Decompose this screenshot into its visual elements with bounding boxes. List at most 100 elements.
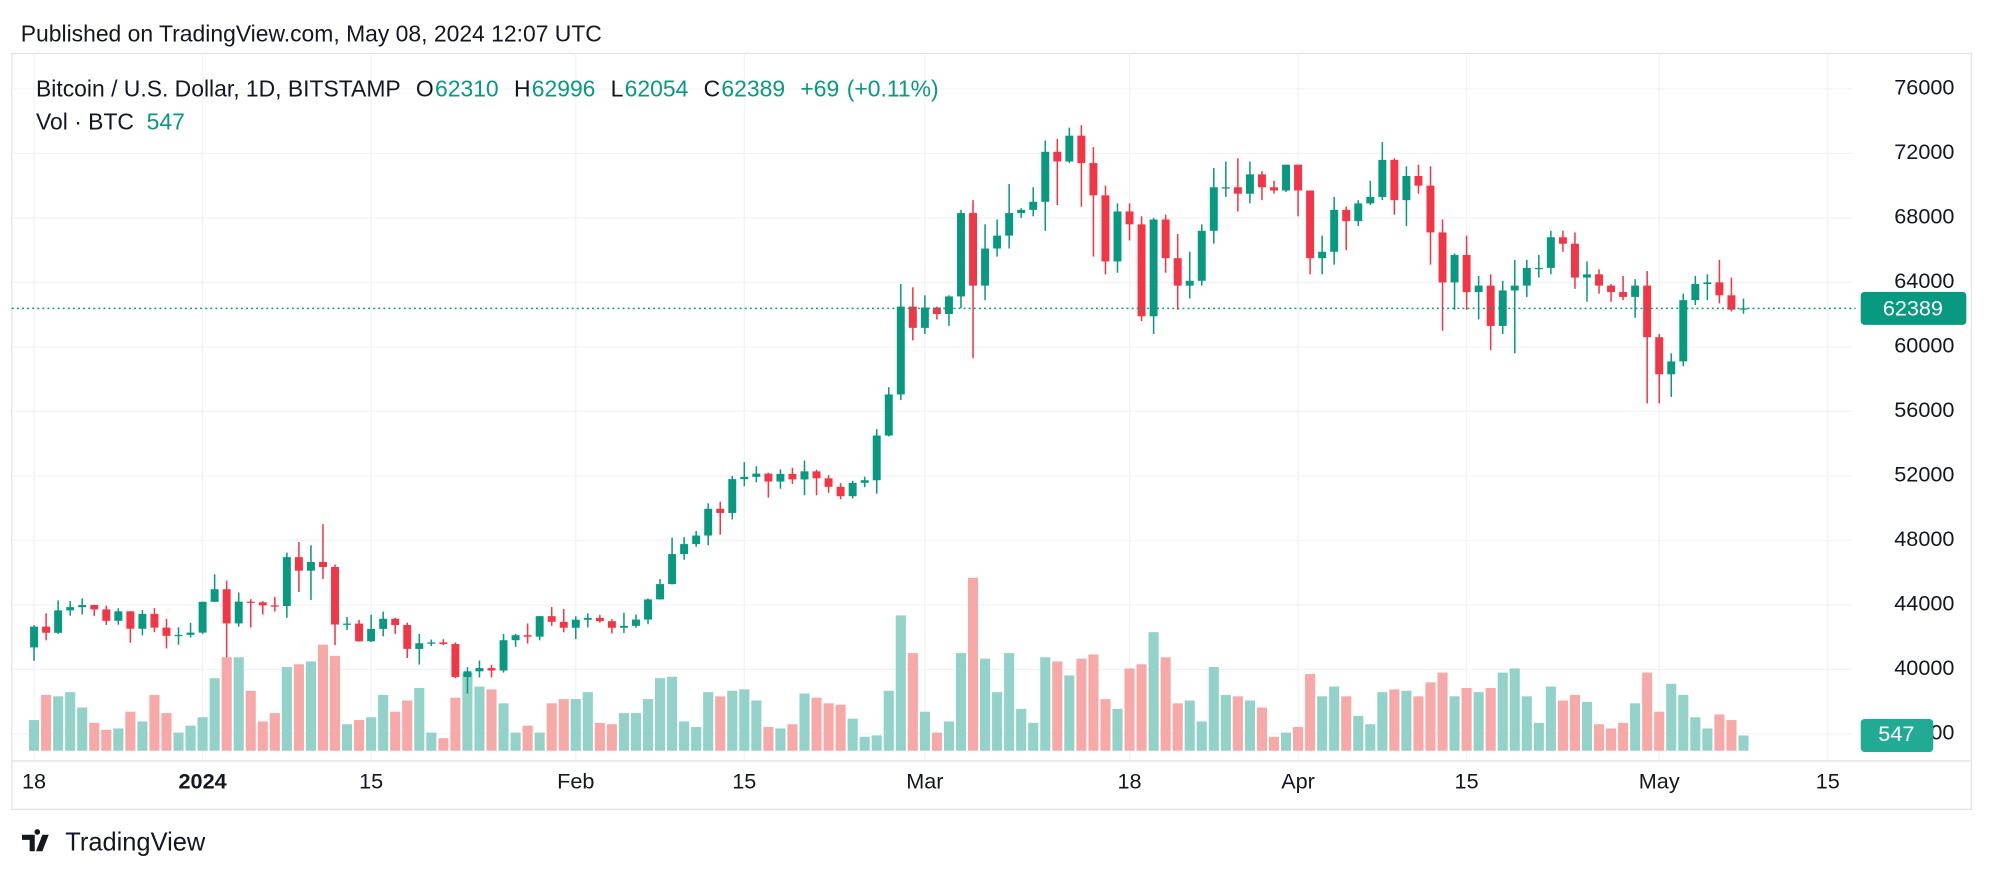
volume-bar <box>329 655 341 751</box>
chart-frame <box>11 52 1973 810</box>
x-tick-label: 15 <box>1455 768 1479 793</box>
y-tick-label: 64000 <box>1894 268 1954 293</box>
candle-body <box>1330 209 1339 252</box>
volume-bar <box>1088 654 1099 751</box>
volume-bar <box>65 692 76 751</box>
volume-bar <box>1461 687 1472 751</box>
legend-value: 62310 <box>435 75 499 101</box>
candle-body <box>1366 196 1375 204</box>
volume-bar <box>931 732 942 751</box>
volume-bar <box>811 697 822 751</box>
volume-bar <box>1305 674 1316 751</box>
volume-bar <box>113 728 124 751</box>
volume-bar <box>847 718 858 751</box>
volume-bar <box>919 711 930 751</box>
candle-body <box>1185 280 1194 286</box>
volume-bar <box>341 724 353 751</box>
candle-body <box>78 605 87 608</box>
volume-bar <box>907 653 918 751</box>
volume-bar <box>895 615 906 751</box>
candle-body <box>1233 187 1242 194</box>
x-tick-label: 18 <box>1118 768 1142 793</box>
volume-bar <box>498 703 509 751</box>
candle-body <box>656 584 665 600</box>
x-tick-label: Feb <box>557 768 594 793</box>
volume-bar <box>1016 708 1027 751</box>
volume-bar <box>101 729 112 751</box>
candle-body <box>1727 295 1736 310</box>
candle-body <box>30 626 39 648</box>
volume-bar <box>679 721 690 751</box>
legend-title: Bitcoin / U.S. Dollar, 1D, BITSTAMP <box>36 75 401 101</box>
candle-body <box>1703 282 1712 285</box>
volume-bar <box>967 577 979 751</box>
volume-bar <box>257 721 268 751</box>
volume-bar <box>29 720 40 751</box>
candle-body <box>1089 163 1098 196</box>
volume-bar <box>799 693 810 751</box>
candle-body <box>1113 211 1122 262</box>
volume-bar <box>293 664 304 751</box>
candle-body <box>1667 361 1676 375</box>
legend-change-percent: (+0.11%) <box>847 75 939 101</box>
candle-body <box>1294 164 1303 191</box>
candle-body <box>210 589 219 602</box>
candle-body <box>1149 219 1158 317</box>
candle-body <box>860 480 869 483</box>
y-tick-label: 68000 <box>1894 204 1954 229</box>
x-tick-label: 15 <box>1816 768 1840 793</box>
candle-body <box>246 601 255 603</box>
candle-body <box>920 307 929 328</box>
volume-bar <box>450 697 461 751</box>
volume-bar <box>1581 701 1593 751</box>
logo-icon <box>22 829 49 852</box>
legend-value: 62054 <box>625 75 689 101</box>
volume-bar <box>775 728 786 751</box>
candle-body <box>848 482 857 497</box>
volume-bar <box>1678 694 1689 751</box>
candle-body <box>559 621 568 628</box>
volume-bar <box>546 703 557 751</box>
volume-bar <box>1076 658 1087 751</box>
candle-body <box>872 435 881 481</box>
candle-body <box>1101 195 1110 262</box>
candle-body <box>1053 151 1062 162</box>
candle-body <box>270 605 279 607</box>
volume-legend-value: 547 <box>147 108 185 134</box>
candle-body <box>1390 159 1399 201</box>
x-tick-label: May <box>1639 768 1680 793</box>
volume-bar <box>1497 672 1508 751</box>
volume-bar <box>1545 686 1556 751</box>
volume-bar <box>1630 703 1641 751</box>
candle-body <box>1691 284 1700 301</box>
candle-body <box>427 642 436 644</box>
candle-body <box>1534 267 1543 270</box>
last-price-box <box>1860 291 1967 325</box>
candle-body <box>764 473 773 482</box>
last-price-label: 62389 <box>1883 295 1943 320</box>
candle-body <box>355 623 364 642</box>
candle-body <box>644 599 652 620</box>
candle-body <box>1354 203 1363 222</box>
candle-body <box>1245 174 1254 194</box>
candle-body <box>1619 292 1628 297</box>
candle-body <box>1197 230 1206 281</box>
volume-bar <box>1485 687 1496 751</box>
volume-bar <box>137 721 148 751</box>
candle-body <box>1595 274 1603 286</box>
candle-body <box>908 306 917 328</box>
volume-bar <box>1533 722 1544 751</box>
candle-body <box>379 618 388 629</box>
candle-body <box>463 671 472 677</box>
candle-body <box>343 623 352 625</box>
candle-body <box>1270 187 1278 191</box>
volume-bar <box>1280 732 1292 751</box>
volume-bar <box>1666 683 1677 751</box>
candle-body <box>1161 219 1170 259</box>
volume-bar <box>233 657 244 751</box>
volume-bar <box>1341 696 1352 751</box>
candle-body <box>788 473 797 480</box>
candle-body <box>1282 164 1291 191</box>
volume-bar <box>1401 690 1412 751</box>
